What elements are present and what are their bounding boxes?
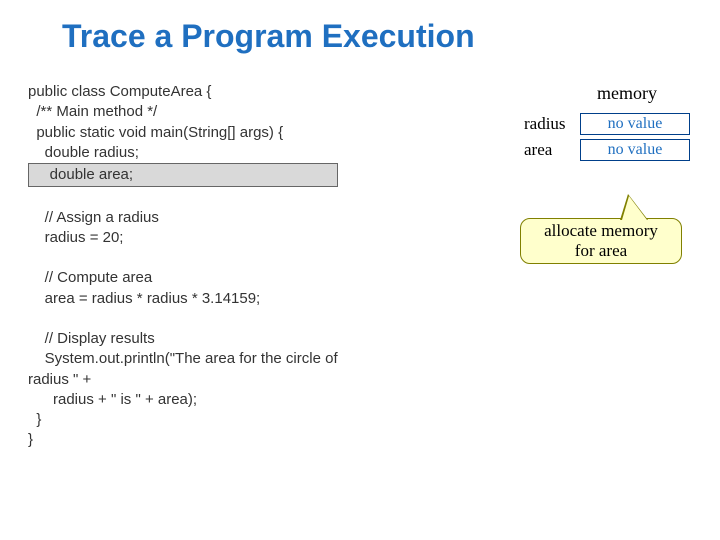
code-line: radius = 20; (28, 228, 488, 248)
callout-tail (622, 196, 647, 220)
code-line: /** Main method */ (28, 102, 488, 122)
code-blank (28, 187, 488, 207)
code-line: // Compute area (28, 268, 488, 288)
code-line: area = radius * radius * 3.14159; (28, 289, 488, 309)
memory-value-box: no value (580, 139, 690, 161)
code-line: } (28, 430, 488, 450)
memory-var-label: area (524, 140, 580, 160)
callout-box: allocate memory for area (520, 218, 682, 264)
code-line: radius + " is " + area); (28, 390, 488, 410)
memory-value-box: no value (580, 113, 690, 135)
code-line: System.out.println("The area for the cir… (28, 349, 488, 369)
code-line: double radius; (28, 143, 488, 163)
memory-row: area no value (524, 139, 690, 161)
code-line: // Display results (28, 329, 488, 349)
memory-header: memory (597, 83, 657, 104)
callout-text: allocate memory (544, 221, 658, 240)
code-blank (28, 309, 488, 329)
code-line: public class ComputeArea { (28, 82, 488, 102)
code-line: radius " + (28, 370, 488, 390)
code-highlight-line: double area; (28, 163, 488, 187)
code-line: } (28, 410, 488, 430)
code-line: public static void main(String[] args) { (28, 123, 488, 143)
memory-row: radius no value (524, 113, 690, 135)
code-line: // Assign a radius (28, 208, 488, 228)
callout-text: for area (575, 241, 627, 260)
memory-var-label: radius (524, 114, 580, 134)
code-block: public class ComputeArea { /** Main meth… (28, 82, 488, 451)
code-blank (28, 248, 488, 268)
page-title: Trace a Program Execution (62, 18, 475, 55)
